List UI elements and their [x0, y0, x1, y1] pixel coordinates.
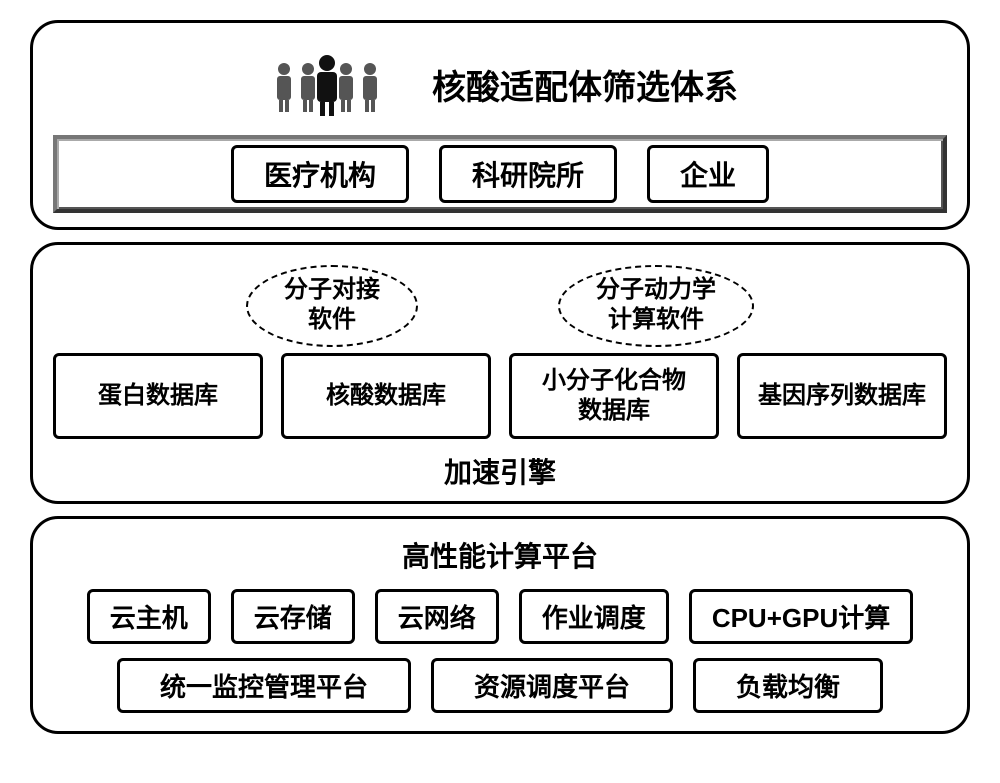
- box-cloud-network: 云网络: [375, 589, 499, 644]
- box-loadbalance: 负载均衡: [693, 658, 883, 713]
- software-docking-line2: 软件: [308, 306, 356, 333]
- software-docking-line1: 分子对接: [284, 276, 380, 303]
- db-compound: 小分子化合物 数据库: [509, 353, 719, 439]
- org-research: 科研院所: [439, 145, 617, 203]
- engine-section: 分子对接 软件 分子动力学 计算软件 蛋白数据库 核酸数据库 小分子化合物 数据…: [30, 242, 970, 504]
- software-row: 分子对接 软件 分子动力学 计算软件: [53, 259, 947, 347]
- org-enterprise: 企业: [647, 145, 769, 203]
- software-dynamics: 分子动力学 计算软件: [558, 265, 754, 347]
- software-dynamics-line1: 分子动力学: [596, 276, 716, 303]
- organizations-inner: 医疗机构 科研院所 企业: [61, 143, 939, 205]
- system-header: 核酸适配体筛选体系: [53, 37, 947, 135]
- organizations-bar: 医疗机构 科研院所 企业: [53, 135, 947, 213]
- platform-row2: 统一监控管理平台 资源调度平台 负载均衡: [53, 658, 947, 713]
- box-cloud-storage: 云存储: [231, 589, 355, 644]
- box-cpu-gpu: CPU+GPU计算: [689, 589, 913, 644]
- platform-row1: 云主机 云存储 云网络 作业调度 CPU+GPU计算: [53, 589, 947, 644]
- engine-label: 加速引擎: [53, 451, 947, 491]
- system-title: 核酸适配体筛选体系: [432, 60, 738, 109]
- db-protein: 蛋白数据库: [53, 353, 263, 439]
- people-icon: [262, 49, 392, 119]
- db-compound-text: 小分子化合物 数据库: [542, 366, 686, 426]
- database-row: 蛋白数据库 核酸数据库 小分子化合物 数据库 基因序列数据库: [53, 353, 947, 439]
- box-monitor: 统一监控管理平台: [117, 658, 411, 713]
- box-job-schedule: 作业调度: [519, 589, 669, 644]
- software-dynamics-line2: 计算软件: [608, 306, 704, 333]
- db-nucleic: 核酸数据库: [281, 353, 491, 439]
- system-section: 核酸适配体筛选体系 医疗机构 科研院所 企业: [30, 20, 970, 230]
- org-medical: 医疗机构: [231, 145, 409, 203]
- db-gene: 基因序列数据库: [737, 353, 947, 439]
- platform-section: 高性能计算平台 云主机 云存储 云网络 作业调度 CPU+GPU计算 统一监控管…: [30, 516, 970, 734]
- box-resource: 资源调度平台: [431, 658, 673, 713]
- platform-title: 高性能计算平台: [53, 535, 947, 575]
- software-docking: 分子对接 软件: [246, 265, 418, 347]
- box-cloud-host: 云主机: [87, 589, 211, 644]
